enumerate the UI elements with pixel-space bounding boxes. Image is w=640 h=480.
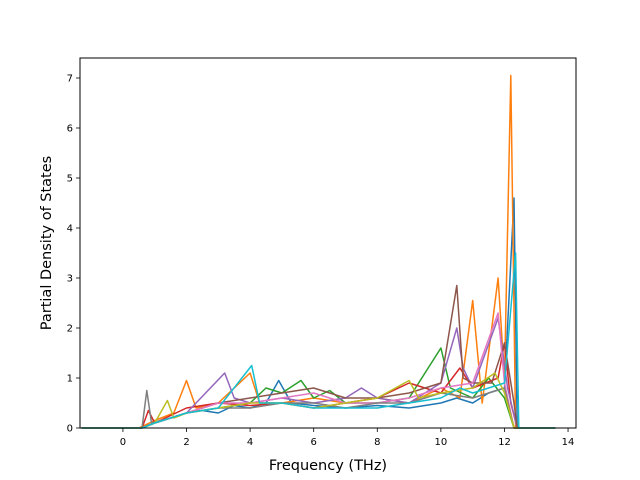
y-tick-label: 3 [67,274,73,285]
x-tick-label: 8 [374,437,380,448]
axes-frame [79,57,577,429]
y-tick-label: 7 [67,74,73,85]
x-tick-label: 14 [562,437,575,448]
series-line-8 [81,372,556,429]
y-tick-label: 0 [67,424,73,435]
series-line-4 [81,317,556,429]
y-tick-label: 4 [67,224,73,235]
x-axis-label: Frequency (THz) [269,458,387,474]
x-tick-label: 2 [183,437,189,448]
series-line-7 [81,387,556,429]
y-tick-label: 6 [67,124,73,135]
y-axis-ticks: 0 1 2 3 4 5 6 7 [67,74,80,435]
series-layer [81,74,556,429]
x-tick-label: 12 [498,437,511,448]
x-tick-label: 10 [435,437,448,448]
x-tick-label: 6 [311,437,317,448]
y-axis-label: Partial Density of States [39,156,55,330]
y-tick-label: 5 [67,174,73,185]
x-tick-label: 0 [120,437,126,448]
plot-area [81,74,556,429]
x-tick-label: 4 [247,437,253,448]
x-axis-ticks: 0 2 4 6 8 10 12 14 [120,428,575,448]
series-line-9 [81,252,556,429]
y-tick-label: 2 [67,324,73,335]
y-tick-label: 1 [67,374,73,385]
